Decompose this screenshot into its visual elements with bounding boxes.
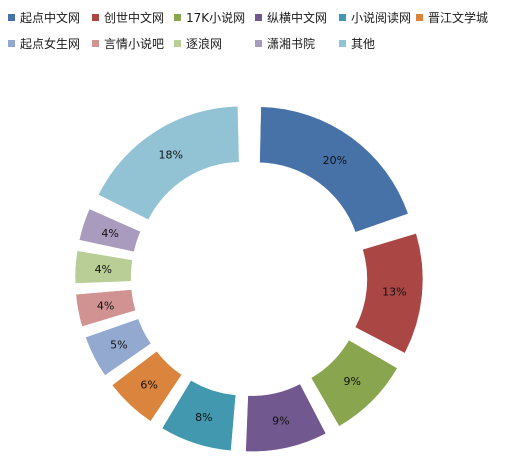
slice-value-label: 20%: [323, 154, 347, 167]
donut-slice: [245, 383, 327, 452]
donut-slice: [97, 105, 240, 221]
legend-label: 潇湘书院: [267, 36, 315, 51]
legend-label: 言情小说吧: [104, 36, 164, 51]
legend-swatch: [174, 14, 181, 21]
donut-slice: [75, 289, 136, 327]
slice-value-label: 9%: [344, 375, 361, 388]
legend-swatch: [255, 14, 262, 21]
data-labels: 20% 13% 9% 9% 8% 6% 5% 4% 4% 4% 18%: [95, 149, 407, 428]
donut-slice: [111, 350, 183, 422]
slice-value-label: 4%: [97, 299, 114, 312]
legend-label: 17K小说网: [186, 10, 245, 25]
legend-label: 晋江文学城: [428, 10, 488, 25]
legend-swatch: [339, 40, 346, 47]
slice-value-label: 6%: [140, 378, 157, 391]
slice-value-label: 4%: [95, 263, 112, 276]
legend-swatch: [8, 14, 15, 21]
legend-label: 起点中文网: [20, 10, 80, 25]
donut-slice: [78, 208, 141, 253]
legend-swatch: [174, 40, 181, 47]
legend-label: 纵横中文网: [267, 10, 327, 25]
slice-value-label: 4%: [101, 227, 118, 240]
legend-swatch: [92, 14, 99, 21]
donut-slice: [354, 233, 424, 354]
donut-slice: [161, 380, 237, 452]
legend-label: 其他: [351, 37, 375, 51]
legend-label: 创世中文网: [104, 10, 164, 25]
slice-value-label: 9%: [272, 414, 289, 427]
legend-swatch: [92, 40, 99, 47]
slice-value-label: 18%: [159, 149, 183, 162]
slice-value-label: 8%: [195, 411, 212, 424]
legend-label: 小说阅读网: [351, 10, 411, 25]
legend-swatch: [255, 40, 262, 47]
legend-swatch: [416, 14, 423, 21]
slice-value-label: 5%: [110, 338, 127, 351]
legend-swatch: [8, 40, 15, 47]
legend-swatch: [339, 14, 346, 21]
donut-slice: [310, 339, 398, 427]
donut-slices: [74, 105, 424, 452]
donut-slice: [74, 250, 133, 284]
slice-value-label: 13%: [382, 286, 406, 299]
donut-slice: [85, 318, 152, 376]
legend-label: 逐浪网: [186, 36, 222, 51]
legend-label: 起点女生网: [20, 36, 80, 51]
donut-slice: [259, 106, 409, 233]
